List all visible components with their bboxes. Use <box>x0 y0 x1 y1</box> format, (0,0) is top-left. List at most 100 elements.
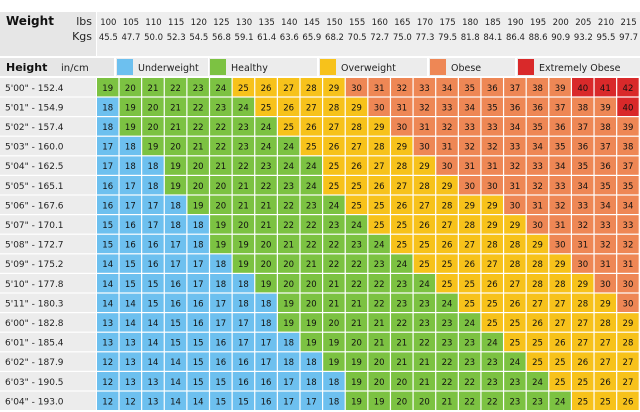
bmi-cell-value: 28 <box>374 143 385 153</box>
lbs-tick-label: 120 <box>191 18 207 28</box>
bmi-cell <box>323 332 345 352</box>
bmi-cell <box>119 97 142 116</box>
bmi-cell <box>413 254 436 273</box>
bmi-cell-value: 21 <box>374 339 385 349</box>
bmi-cell-value: 16 <box>170 280 181 290</box>
bmi-cell-value: 36 <box>487 84 498 94</box>
bmi-cell <box>391 156 413 175</box>
bmi-cell <box>526 195 549 214</box>
bmi-cell <box>572 274 594 293</box>
bmi-cell <box>436 352 458 371</box>
bmi-cell <box>142 215 164 234</box>
bmi-cell-value: 25 <box>419 241 430 251</box>
bmi-cell-value: 25 <box>351 182 362 192</box>
bmi-cell-value: 30 <box>600 280 611 290</box>
bmi-cell <box>504 391 526 410</box>
lbs-tick-label: 115 <box>168 18 184 28</box>
bmi-cell <box>368 176 390 195</box>
bmi-cell-value: 26 <box>600 378 611 388</box>
bmi-cell-value: 14 <box>170 397 181 407</box>
bmi-cell <box>164 254 187 273</box>
bmi-cell <box>594 195 617 214</box>
bmi-cell <box>345 254 368 273</box>
bmi-cell-value: 14 <box>170 358 181 368</box>
bmi-cell <box>323 136 345 156</box>
bmi-cell <box>594 372 617 391</box>
bmi-cell <box>617 254 639 273</box>
bmi-cell <box>572 352 594 371</box>
bmi-cell-value: 20 <box>306 280 317 290</box>
bmi-cell-value: 16 <box>193 319 204 329</box>
kgs-tick-label: 88.6 <box>529 33 548 43</box>
bmi-cell-value: 27 <box>283 84 294 94</box>
row-label: 5'07" - 170.1 <box>5 221 64 231</box>
bmi-cell <box>345 97 368 116</box>
bmi-cell <box>119 352 142 371</box>
bmi-cell <box>119 78 142 97</box>
bmi-cell-value: 22 <box>283 221 294 231</box>
bmi-cell <box>458 117 481 136</box>
bmi-cell <box>164 156 187 175</box>
bmi-cell <box>210 391 232 410</box>
kgs-tick-label: 72.7 <box>370 33 389 43</box>
bmi-cell-value: 18 <box>102 123 113 133</box>
kgs-tick-label: 50.0 <box>144 33 163 43</box>
bmi-cell <box>210 215 232 234</box>
bmi-cell-value: 29 <box>374 123 385 133</box>
kgs-tick-label: 45.5 <box>99 33 118 43</box>
bmi-cell <box>458 313 481 332</box>
row-label-bg <box>0 234 96 254</box>
kgs-tick-label: 97.7 <box>619 33 638 43</box>
bmi-cell-value: 14 <box>102 299 113 309</box>
bmi-cell <box>594 391 617 410</box>
lbs-tick-label: 100 <box>100 18 116 28</box>
bmi-cell-value: 31 <box>600 260 611 270</box>
bmi-cell-value: 15 <box>170 319 181 329</box>
bmi-cell-value: 15 <box>170 339 181 349</box>
bmi-cell-value: 25 <box>396 241 407 251</box>
bmi-cell-value: 20 <box>125 84 136 94</box>
bmi-cell-value: 40 <box>623 103 634 113</box>
bmi-cell <box>142 195 164 214</box>
bmi-cell-value: 24 <box>555 397 566 407</box>
bmi-cell-value: 37 <box>555 103 566 113</box>
kgs-tick-label: 77.3 <box>416 33 435 43</box>
bmi-cell-value: 18 <box>306 358 317 368</box>
bmi-cell-value: 24 <box>283 162 294 172</box>
bmi-cell <box>368 195 390 214</box>
bmi-cell <box>504 293 526 312</box>
bmi-cell <box>232 254 255 273</box>
bmi-cell-value: 22 <box>442 378 453 388</box>
bmi-cell <box>572 332 594 352</box>
bmi-cell-value: 26 <box>509 299 520 309</box>
bmi-cell <box>164 97 187 116</box>
row-label: 5'02" - 157.4 <box>5 123 64 133</box>
bmi-cell <box>481 117 503 136</box>
bmi-cell <box>300 156 322 175</box>
bmi-cell-value: 20 <box>215 182 226 192</box>
bmi-cell-value: 14 <box>102 260 113 270</box>
bmi-cell-value: 32 <box>442 123 453 133</box>
bmi-cell-value: 18 <box>125 162 136 172</box>
row-label-bg <box>0 156 96 175</box>
bmi-cell-value: 15 <box>125 280 136 290</box>
bmi-cell <box>345 372 368 391</box>
lbs-unit-label: lbs <box>76 15 92 28</box>
bmi-cell-value: 17 <box>215 299 226 309</box>
bmi-cell-value: 15 <box>148 299 159 309</box>
bmi-cell <box>277 78 300 97</box>
bmi-cell-value: 24 <box>351 221 362 231</box>
bmi-cell-value: 31 <box>532 201 543 211</box>
bmi-cell-value: 28 <box>351 123 362 133</box>
bmi-cell <box>232 332 255 352</box>
bmi-cell <box>458 195 481 214</box>
bmi-cell-value: 14 <box>125 319 136 329</box>
kgs-tick-label: 54.5 <box>189 33 208 43</box>
bmi-cell-value: 29 <box>487 221 498 231</box>
bmi-cell-value: 27 <box>464 241 475 251</box>
bmi-cell-value: 32 <box>419 103 430 113</box>
bmi-cell <box>164 352 187 371</box>
lbs-tick-label: 135 <box>259 18 275 28</box>
bmi-cell-value: 20 <box>148 123 159 133</box>
bmi-cell <box>391 176 413 195</box>
